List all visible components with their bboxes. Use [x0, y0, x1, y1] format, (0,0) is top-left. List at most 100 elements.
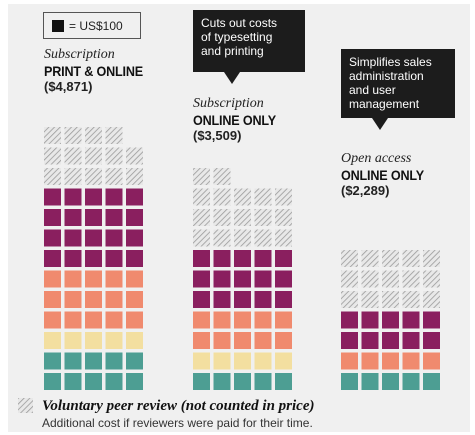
review-square-s2-2-1 — [213, 188, 231, 206]
waffle-square-s2-r4-c4 — [275, 291, 292, 308]
series-3-amount: ($2,289) — [341, 183, 390, 198]
waffle-square-s2-r2-c4 — [275, 332, 292, 349]
series-1-title: PRINT & ONLINE — [44, 63, 143, 79]
waffle-square-s1-r7-c3 — [105, 229, 123, 247]
waffle-square-s3-r3-c1 — [361, 311, 379, 329]
series-2-subtitle: Subscription — [193, 96, 264, 111]
waffle-square-s1-r3-c0 — [44, 311, 61, 329]
series-3-header: Open access ONLINE ONLY ($2,289) — [341, 151, 433, 199]
review-square-s3-2-2 — [382, 250, 399, 267]
waffle-square-s1-r6-c2 — [85, 250, 102, 267]
waffle-square-s3-r3-c3 — [402, 311, 420, 329]
waffle-square-s1-r9-c2 — [85, 188, 102, 206]
waffle-square-s1-r5-c3 — [105, 270, 123, 288]
unit-square-icon — [52, 19, 64, 32]
waffle-square-s1-r6-c0 — [44, 250, 61, 267]
review-square-s1-0-1 — [64, 168, 82, 185]
waffle-square-s3-r1-c3 — [402, 352, 420, 370]
review-square-s2-1-2 — [234, 209, 251, 226]
review-square-s3-0-1 — [361, 291, 379, 308]
waffle-square-s3-r1-c1 — [361, 352, 379, 370]
waffle-square-s2-r4-c1 — [213, 291, 231, 308]
review-square-s3-1-2 — [382, 270, 399, 288]
waffle-square-s1-r0-c3 — [105, 373, 123, 390]
review-square-s3-1-3 — [402, 270, 420, 288]
waffle-square-s1-r8-c0 — [44, 209, 61, 226]
series-1-amount: ($4,871) — [44, 79, 93, 94]
waffle-square-s2-r2-c0 — [193, 332, 210, 349]
callout-2: Simplifies sales administration and user… — [341, 49, 455, 118]
waffle-square-s3-r0-c2 — [382, 373, 399, 390]
callout-2-line-4: management — [349, 97, 420, 111]
review-square-s3-0-0 — [341, 291, 358, 308]
callout-2-pointer — [372, 118, 388, 130]
waffle-square-s1-r3-c4 — [126, 311, 143, 329]
waffle-square-s2-r1-c2 — [234, 352, 251, 370]
review-square-s2-3-0 — [193, 168, 210, 185]
review-square-s2-2-3 — [254, 188, 272, 206]
waffle-square-s2-r0-c4 — [275, 373, 292, 390]
waffle-square-s1-r0-c4 — [126, 373, 143, 390]
review-square-s3-1-4 — [423, 270, 440, 288]
review-square-s2-3-1 — [213, 168, 231, 185]
waffle-square-s1-r0-c0 — [44, 373, 61, 390]
review-square-s2-2-2 — [234, 188, 251, 206]
waffle-square-s1-r3-c3 — [105, 311, 123, 329]
waffle-square-s2-r5-c4 — [275, 270, 292, 288]
callout-1-line-3: and printing — [201, 44, 264, 58]
waffle-square-s2-r5-c3 — [254, 270, 272, 288]
waffle-square-s1-r2-c3 — [105, 332, 123, 349]
review-square-s2-0-2 — [234, 229, 251, 247]
waffle-square-s2-r1-c3 — [254, 352, 272, 370]
review-square-s1-0-0 — [44, 168, 61, 185]
waffle-square-s1-r9-c4 — [126, 188, 143, 206]
waffle-square-s1-r5-c1 — [64, 270, 82, 288]
waffle-square-s3-r0-c3 — [402, 373, 420, 390]
waffle-square-s2-r1-c0 — [193, 352, 210, 370]
waffle-square-s3-r0-c4 — [423, 373, 440, 390]
waffle-square-s1-r1-c4 — [126, 352, 143, 370]
review-square-s1-2-0 — [44, 127, 61, 144]
waffle-square-s2-r6-c4 — [275, 250, 292, 267]
waffle-square-s3-r0-c1 — [361, 373, 379, 390]
waffle-square-s1-r7-c0 — [44, 229, 61, 247]
waffle-square-s1-r3-c1 — [64, 311, 82, 329]
waffle-square-s3-r2-c1 — [361, 332, 379, 349]
waffle-square-s1-r7-c2 — [85, 229, 102, 247]
review-square-s1-1-0 — [44, 147, 61, 165]
review-square-s3-0-4 — [423, 291, 440, 308]
callout-2-line-1: Simplifies sales — [349, 55, 432, 69]
waffle-square-s2-r3-c0 — [193, 311, 210, 329]
waffle-square-s2-r0-c1 — [213, 373, 231, 390]
waffle-square-s2-r3-c1 — [213, 311, 231, 329]
review-square-s1-1-1 — [64, 147, 82, 165]
waffle-square-s1-r8-c1 — [64, 209, 82, 226]
waffle-square-s1-r6-c1 — [64, 250, 82, 267]
waffle-square-s2-r1-c4 — [275, 352, 292, 370]
waffle-square-s3-r3-c0 — [341, 311, 358, 329]
waffle-square-s1-r2-c1 — [64, 332, 82, 349]
waffle-square-s2-r2-c2 — [234, 332, 251, 349]
waffle-square-s1-r6-c4 — [126, 250, 143, 267]
review-square-s2-1-3 — [254, 209, 272, 226]
waffle-square-s2-r1-c1 — [213, 352, 231, 370]
waffle-square-s1-r9-c3 — [105, 188, 123, 206]
waffle-square-s3-r3-c4 — [423, 311, 440, 329]
review-square-s3-2-3 — [402, 250, 420, 267]
waffle-square-s1-r7-c1 — [64, 229, 82, 247]
waffle-square-s1-r0-c1 — [64, 373, 82, 390]
callout-1: Cuts out costs of typesetting and printi… — [193, 10, 305, 72]
waffle-square-s3-r0-c0 — [341, 373, 358, 390]
series-1-header: Subscription PRINT & ONLINE ($4,871) — [44, 47, 154, 95]
waffle-square-s1-r1-c0 — [44, 352, 61, 370]
review-square-s3-2-4 — [423, 250, 440, 267]
review-square-s1-2-3 — [105, 127, 123, 144]
waffle-square-s1-r0-c2 — [85, 373, 102, 390]
waffle-square-s1-r1-c1 — [64, 352, 82, 370]
review-square-s2-1-4 — [275, 209, 292, 226]
review-square-s2-1-1 — [213, 209, 231, 226]
review-hatch-icon — [18, 398, 33, 413]
waffle-square-s1-r2-c4 — [126, 332, 143, 349]
waffle-square-s3-r3-c2 — [382, 311, 399, 329]
series-1-subtitle: Subscription — [44, 47, 115, 62]
